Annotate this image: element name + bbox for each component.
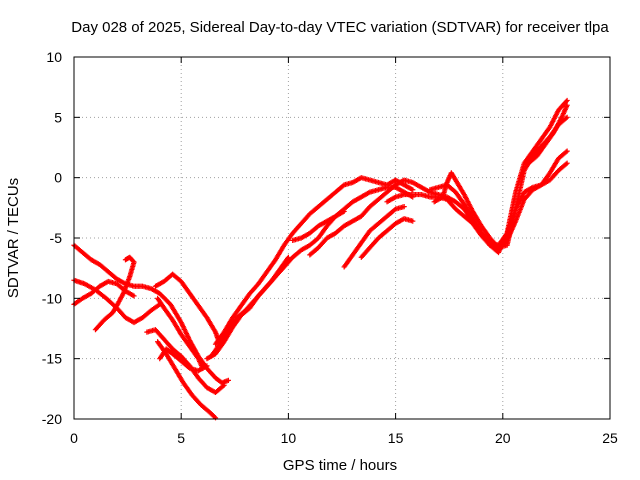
data-point	[564, 97, 570, 104]
data-point	[410, 218, 416, 224]
data-point	[563, 149, 569, 155]
data-point	[200, 365, 206, 371]
series-track-16	[358, 216, 416, 260]
data-point	[341, 208, 347, 215]
data-point	[564, 160, 570, 166]
x-tick-label: 5	[177, 430, 185, 446]
x-tick-label: 10	[281, 430, 297, 446]
x-tick-label: 0	[70, 430, 78, 446]
series-track-6	[155, 339, 219, 421]
series-track-11	[212, 175, 416, 347]
axis-ticks: 0 5 10 15 20 25 -20 -15 -10 -5 0 5 10	[42, 49, 618, 446]
data-point	[563, 161, 569, 167]
x-tick-label: 15	[388, 430, 404, 446]
data-point	[563, 98, 569, 105]
x-tick-label: 20	[495, 430, 511, 446]
data-point	[221, 382, 227, 388]
series-track-12	[208, 254, 291, 359]
x-axis-title: GPS time / hours	[283, 457, 397, 474]
y-tick-label: -20	[42, 411, 62, 427]
series-track-19	[427, 97, 570, 256]
y-tick-label: 0	[54, 170, 62, 186]
series-track-7	[157, 346, 210, 374]
series-track-8	[155, 295, 206, 371]
series-track-20	[525, 102, 570, 166]
series-track-4	[71, 278, 137, 307]
data-point	[225, 377, 231, 383]
chart-title: Day 028 of 2025, Sidereal Day-to-day VTE…	[71, 19, 609, 36]
series-track-1	[71, 242, 231, 386]
data-point	[564, 114, 570, 120]
y-tick-label: -15	[42, 351, 62, 367]
data-points	[71, 97, 570, 421]
series-track-9	[152, 271, 223, 347]
y-axis-title: SDTVAR / TECUs	[5, 178, 22, 298]
series-track-18	[431, 114, 570, 251]
data-point	[220, 383, 226, 389]
series-track-15	[341, 204, 407, 270]
data-point	[212, 415, 219, 421]
x-tick-label: 25	[602, 430, 618, 446]
data-point	[410, 187, 416, 193]
y-tick-label: -10	[42, 290, 62, 306]
y-tick-label: 10	[46, 49, 62, 65]
data-point	[401, 204, 407, 210]
y-tick-label: -5	[50, 230, 63, 246]
data-point	[564, 148, 570, 154]
data-point	[122, 257, 129, 263]
series-track-5	[144, 327, 227, 396]
series-track-13	[290, 208, 347, 244]
data-point	[131, 293, 137, 299]
data-point	[563, 115, 569, 121]
data-point	[285, 254, 291, 260]
data-point	[123, 256, 130, 262]
data-point	[204, 363, 210, 369]
data-point	[564, 102, 570, 108]
y-tick-label: 5	[54, 109, 62, 125]
